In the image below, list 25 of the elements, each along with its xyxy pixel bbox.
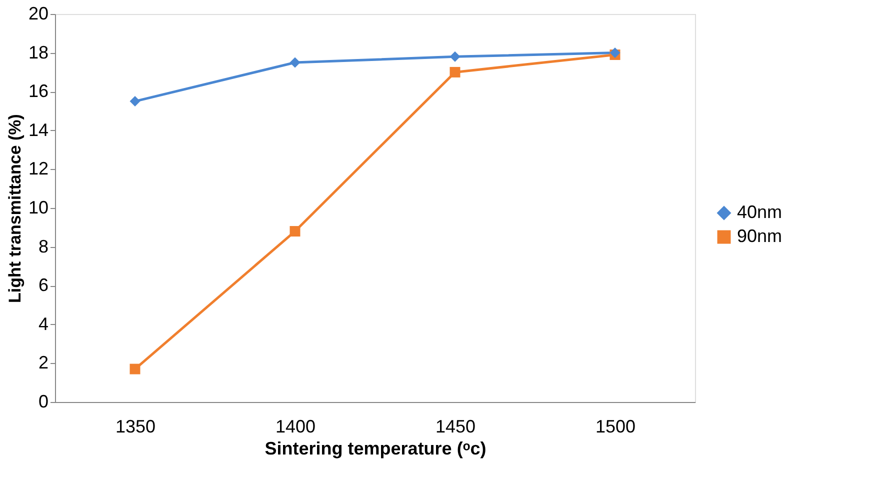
point: [130, 96, 140, 107]
x-axis-title: Sintering temperature (ᵒc): [264, 438, 486, 458]
y-tick-label: 14: [28, 120, 48, 140]
y-tick-label: 12: [28, 158, 48, 179]
y-tick-label: 8: [38, 236, 48, 256]
point: [450, 66, 460, 78]
y-tick-label: 0: [38, 392, 48, 412]
point: [130, 364, 140, 374]
y-tick-label: 2: [38, 352, 48, 373]
point: [290, 226, 300, 237]
x-tick-label: 1400: [275, 416, 316, 436]
x-tick-label: 1500: [595, 416, 636, 436]
y-tick-label: 4: [38, 314, 48, 334]
x-tick-label: 1350: [115, 416, 156, 436]
y-tick-label: 16: [28, 81, 48, 102]
y-tick-label: 20: [28, 4, 48, 24]
point: [290, 57, 300, 68]
point: [450, 51, 460, 62]
legend-label: 90nm: [737, 226, 782, 246]
y-axis-title: Light transmittance (%): [5, 114, 24, 303]
y-tick-label: 10: [28, 198, 48, 218]
y-tick-label: 6: [38, 275, 48, 296]
y-tick-label: 18: [28, 42, 48, 62]
x-tick-label: 1450: [435, 416, 476, 436]
legend-label: 40nm: [737, 202, 782, 222]
